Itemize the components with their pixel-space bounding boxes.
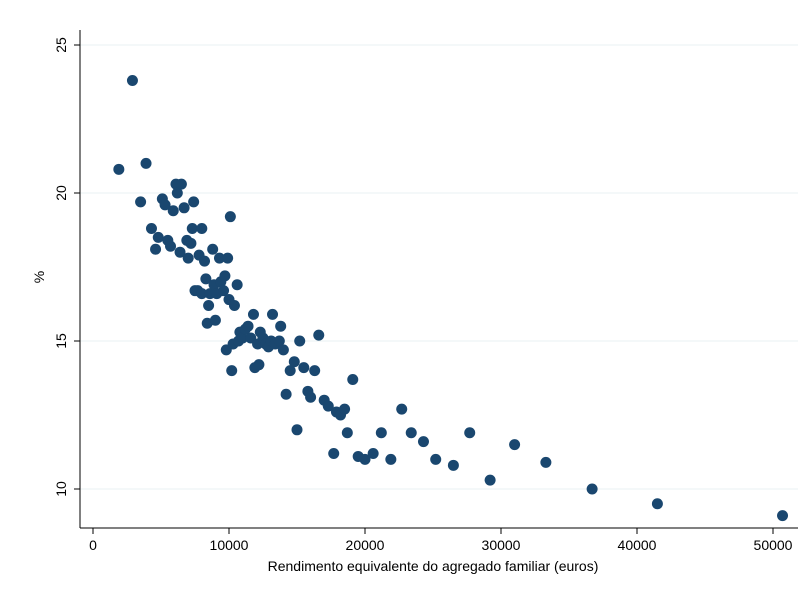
data-point	[280, 388, 292, 400]
data-point	[167, 205, 179, 217]
y-tick-label: 15	[53, 333, 69, 349]
data-point	[178, 202, 190, 214]
data-point	[237, 332, 249, 344]
data-point	[430, 453, 442, 465]
data-point	[267, 308, 279, 320]
y-tick-label: 20	[53, 185, 69, 201]
x-tick-label: 0	[89, 537, 97, 553]
data-point	[185, 237, 197, 249]
data-point	[171, 187, 183, 199]
data-point	[140, 157, 152, 169]
x-tick-label: 50000	[754, 537, 793, 553]
data-point	[174, 246, 186, 258]
data-point	[347, 373, 359, 385]
data-point	[196, 288, 208, 300]
data-point	[341, 427, 353, 439]
data-point	[586, 483, 598, 495]
data-point	[222, 252, 234, 264]
data-point	[396, 403, 408, 415]
data-point	[165, 240, 177, 252]
data-point	[509, 439, 521, 451]
data-point	[175, 178, 187, 190]
data-point	[126, 75, 138, 87]
data-point	[159, 199, 171, 211]
data-point	[247, 308, 259, 320]
data-point	[359, 453, 371, 465]
data-point	[135, 196, 147, 208]
data-point	[777, 510, 789, 522]
data-point	[231, 279, 243, 291]
data-point	[218, 285, 230, 297]
data-point	[242, 320, 254, 332]
data-point	[385, 453, 397, 465]
data-point	[253, 359, 265, 371]
data-point	[484, 474, 496, 486]
data-point	[213, 252, 225, 264]
data-point	[328, 447, 340, 459]
data-point	[188, 196, 200, 208]
data-point	[228, 299, 240, 311]
data-point	[186, 223, 198, 235]
data-point	[305, 391, 317, 403]
data-point	[275, 320, 287, 332]
data-point	[540, 456, 552, 468]
data-point	[203, 299, 215, 311]
y-tick-label: 10	[53, 481, 69, 497]
data-point	[405, 427, 417, 439]
x-tick-label: 10000	[210, 537, 249, 553]
data-point	[291, 424, 303, 436]
data-point	[277, 344, 289, 356]
x-tick-label: 40000	[618, 537, 657, 553]
data-point	[145, 223, 157, 235]
data-point	[226, 365, 238, 377]
x-tick-label: 20000	[346, 537, 385, 553]
data-point	[298, 362, 310, 374]
data-points	[113, 75, 789, 522]
data-point	[219, 270, 231, 282]
data-point	[200, 273, 212, 285]
data-point	[284, 365, 296, 377]
data-point	[417, 436, 429, 448]
data-point	[309, 365, 321, 377]
y-axis-title: %	[31, 271, 47, 283]
data-point	[207, 243, 219, 255]
data-point	[150, 243, 162, 255]
data-point	[209, 314, 221, 326]
data-point	[273, 335, 285, 347]
data-point	[224, 211, 236, 223]
data-point	[313, 329, 325, 341]
data-point	[294, 335, 306, 347]
data-point	[288, 356, 300, 368]
data-point	[367, 447, 379, 459]
data-point	[152, 231, 164, 243]
axis-ticks: 10 15 20 25 0 10000 20000 30000 40000 50000	[53, 37, 793, 553]
data-point	[113, 163, 125, 175]
x-axis-title: Rendimento equivalente do agregado famil…	[268, 558, 599, 574]
data-point	[322, 400, 334, 412]
data-point	[651, 498, 663, 510]
grid-lines	[80, 44, 798, 490]
data-point	[447, 459, 459, 471]
data-point	[464, 427, 476, 439]
data-point	[182, 252, 194, 264]
data-point	[339, 403, 351, 415]
data-point	[375, 427, 387, 439]
data-point	[199, 255, 211, 267]
data-point	[196, 223, 208, 235]
x-tick-label: 30000	[482, 537, 521, 553]
y-tick-label: 25	[53, 37, 69, 53]
